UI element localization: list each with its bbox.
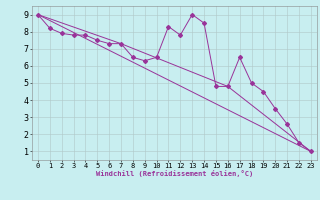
X-axis label: Windchill (Refroidissement éolien,°C): Windchill (Refroidissement éolien,°C)	[96, 170, 253, 177]
